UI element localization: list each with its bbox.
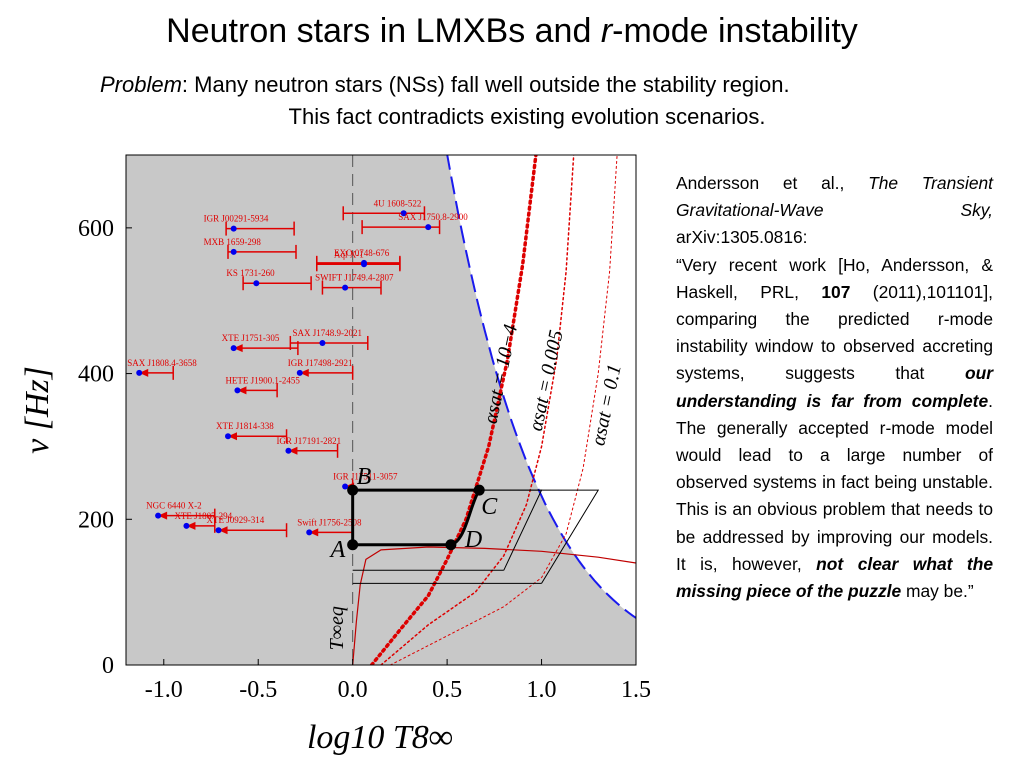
source-arrowhead — [288, 446, 298, 455]
point-label-d: D — [464, 527, 482, 553]
source-label: KS 1731-260 — [226, 268, 275, 278]
x-tick-label: 1.5 — [621, 677, 651, 703]
source-label: SAX J1808.4-3658 — [127, 358, 197, 368]
source-point — [234, 387, 241, 394]
source-point — [253, 280, 260, 287]
x-axis-label: log10 T8∞ — [307, 719, 453, 756]
source-label: HETE J1900.1-2455 — [225, 375, 300, 385]
source-point — [230, 248, 237, 255]
y-tick-label: 600 — [78, 216, 114, 242]
alpha-1e-4-curve — [369, 155, 538, 665]
quote-emphasis-1: our understanding is far from complete — [676, 363, 993, 411]
y-tick-label: 0 — [102, 653, 114, 679]
source-label: XTE J1807-294 — [174, 511, 232, 521]
quote-authors: Andersson et al., — [676, 173, 869, 193]
x-tick-label: 0.0 — [338, 677, 368, 703]
source-point — [342, 284, 349, 291]
source-label: EXO 0748-676 — [334, 248, 390, 258]
source-point — [136, 369, 143, 376]
thin-box-2 — [479, 489, 600, 584]
point-c — [473, 484, 485, 496]
point-b — [347, 484, 359, 496]
source-point — [225, 433, 231, 440]
alpha-0005-curve — [380, 155, 575, 665]
quote-book-title: The Transient Gravitational-Wave Sky, — [676, 173, 994, 221]
source-point — [361, 261, 367, 268]
source-arrowhead — [237, 386, 247, 395]
quote-arxiv: arXiv:1305.0816: — [676, 227, 808, 248]
x-tick-label: -0.5 — [239, 677, 277, 703]
source-arrowhead — [158, 511, 168, 520]
y-tick-label: 200 — [78, 507, 114, 533]
source-label: XTE J1751-305 — [222, 333, 280, 343]
source-point — [342, 483, 349, 490]
alpha-01-curve — [389, 155, 618, 665]
source-label: Swift J1756-2508 — [297, 517, 362, 527]
source-point — [215, 527, 222, 534]
source-point — [285, 447, 292, 454]
source-arrowhead — [299, 368, 309, 377]
source-label: IGR J17191-2821 — [276, 436, 341, 446]
point-label-a: A — [329, 537, 346, 563]
source-point — [155, 512, 162, 519]
y-axis-label: ν [Hz] — [19, 366, 56, 454]
quote-emphasis-2: not clear what the missing piece of the … — [676, 553, 993, 602]
stable-region — [126, 155, 636, 665]
point-a — [347, 539, 359, 551]
point-d — [445, 539, 457, 551]
plot-frame — [125, 154, 637, 666]
source-label: MXB 1659-298 — [204, 237, 262, 247]
page-title: Neutron stars in LMXBs and r-mode instab… — [166, 12, 858, 50]
teq-curve — [352, 546, 636, 665]
source-label: Aql X-1 — [334, 249, 364, 259]
x-tick-label: 1.0 — [527, 677, 557, 703]
x-tick-label: -1.0 — [145, 677, 183, 703]
problem-statement: Problem: Many neutron stars (NSs) fall w… — [100, 72, 790, 97]
source-label: XTE J0929-314 — [207, 515, 265, 525]
source-label: IGR J17511-3057 — [333, 472, 398, 482]
teq-label: T∞eq — [326, 606, 348, 650]
source-point — [183, 522, 190, 529]
source-point — [230, 345, 237, 352]
y-tick-label: 400 — [78, 362, 114, 388]
source-label: IGR J00291-5934 — [204, 214, 269, 224]
source-arrowhead — [233, 344, 243, 353]
point-label-b: B — [357, 464, 372, 490]
source-label: XTE J1814-338 — [216, 421, 274, 431]
source-label: SAX J1750.8-2900 — [398, 212, 468, 222]
problem-label: Problem — [100, 72, 182, 97]
source-label: SAX J1748.9-2021 — [292, 328, 362, 338]
source-point — [425, 224, 432, 231]
source-label: 4U 1608-522 — [374, 198, 422, 208]
quote-block: Andersson et al., The Transient Gravitat… — [676, 173, 994, 602]
source-label: SWIFT J1749.4-2807 — [315, 273, 394, 283]
source-label: NGC 6440 X-2 — [146, 501, 202, 511]
point-label-c: C — [481, 494, 498, 520]
x-tick-label: 0.5 — [432, 677, 462, 703]
instability-boundary — [446, 155, 636, 619]
source-arrowhead — [139, 368, 149, 377]
source-arrowhead — [228, 432, 237, 441]
fact-statement: This fact contradicts existing evolution… — [288, 104, 766, 129]
source-arrowhead — [186, 521, 196, 530]
source-point — [306, 529, 313, 536]
source-arrowhead — [218, 526, 228, 535]
source-point — [296, 369, 303, 376]
rmode-chart: αsat = 10−4 αsat = 0.005 αsat = 0.1 4U 160… — [19, 154, 651, 756]
source-point — [400, 210, 407, 217]
source-point — [230, 225, 237, 232]
source-label: IGR J17498-2921 — [288, 358, 353, 368]
source-point — [319, 339, 326, 346]
curve-label: αsat = 0.005 — [525, 328, 568, 433]
source-arrowhead — [309, 528, 319, 537]
